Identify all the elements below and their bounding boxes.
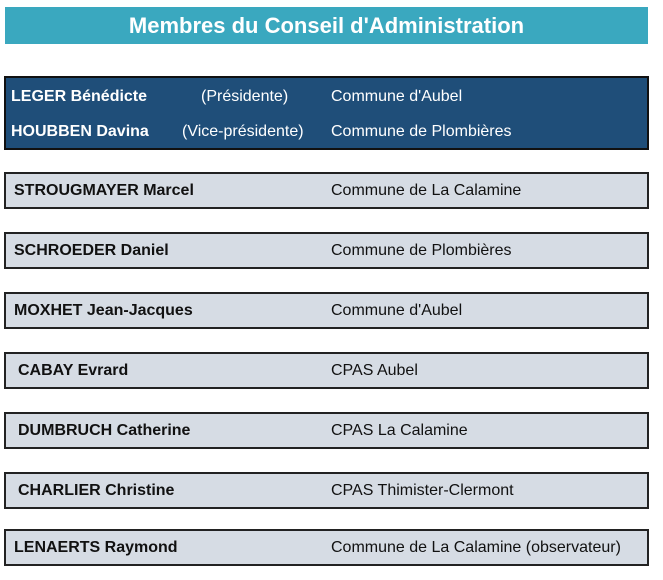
member-row: STROUGMAYER Marcel Commune de La Calamin… bbox=[4, 172, 649, 209]
member-name: SCHROEDER Daniel bbox=[14, 242, 169, 259]
member-row: LENAERTS Raymond Commune de La Calamine … bbox=[4, 529, 649, 566]
board-presidency-box: LEGER Bénédicte (Présidente) Commune d'A… bbox=[4, 76, 649, 150]
member-name: CHARLIER Christine bbox=[18, 482, 175, 499]
member-row: MOXHET Jean-Jacques Commune d'Aubel bbox=[4, 292, 649, 329]
member-row: SCHROEDER Daniel Commune de Plombières bbox=[4, 232, 649, 269]
member-row: DUMBRUCH Catherine CPAS La Calamine bbox=[4, 412, 649, 449]
member-row: CHARLIER Christine CPAS Thimister-Clermo… bbox=[4, 472, 649, 509]
member-organization: CPAS La Calamine bbox=[331, 422, 468, 439]
member-role: (Vice-présidente) bbox=[182, 123, 304, 140]
member-name: STROUGMAYER Marcel bbox=[14, 182, 194, 199]
member-name: CABAY Evrard bbox=[18, 362, 129, 379]
member-name: LEGER Bénédicte bbox=[11, 88, 148, 105]
member-organization: CPAS Aubel bbox=[331, 362, 418, 379]
member-organization: Commune de La Calamine bbox=[331, 182, 522, 199]
member-organization: Commune d'Aubel bbox=[331, 88, 463, 105]
board-row-vice-president: HOUBBEN Davina (Vice-présidente) Commune… bbox=[6, 122, 647, 142]
page-title: Membres du Conseil d'Administration bbox=[5, 7, 648, 44]
member-organization: Commune de La Calamine (observateur) bbox=[331, 539, 621, 556]
member-name: LENAERTS Raymond bbox=[14, 539, 178, 556]
member-name: MOXHET Jean-Jacques bbox=[14, 302, 193, 319]
board-row-president: LEGER Bénédicte (Présidente) Commune d'A… bbox=[6, 87, 647, 107]
member-role: (Présidente) bbox=[201, 88, 289, 105]
member-row: CABAY Evrard CPAS Aubel bbox=[4, 352, 649, 389]
member-organization: Commune de Plombières bbox=[331, 123, 512, 140]
member-name: DUMBRUCH Catherine bbox=[18, 422, 191, 439]
member-name: HOUBBEN Davina bbox=[11, 123, 149, 140]
member-organization: CPAS Thimister-Clermont bbox=[331, 482, 514, 499]
member-organization: Commune d'Aubel bbox=[331, 302, 463, 319]
member-organization: Commune de Plombières bbox=[331, 242, 512, 259]
